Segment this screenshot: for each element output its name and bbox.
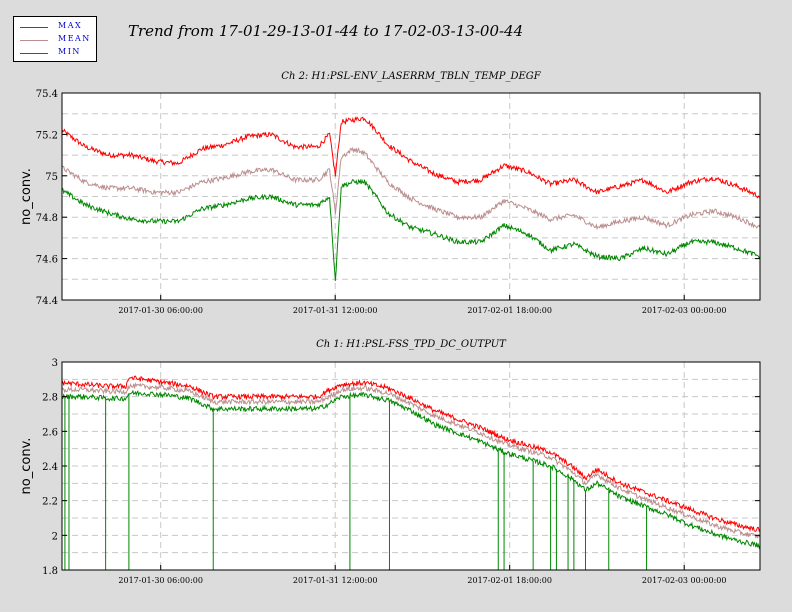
ch2-y-axis-label: no_conv.: [19, 438, 34, 495]
ch2-y-tick-label: 2.6: [42, 427, 58, 438]
ch2-y-tick-label: 2.2: [42, 497, 58, 508]
ch2-y-tick-label: 2.4: [42, 462, 58, 473]
ch1-y-tick-label: 75: [45, 172, 58, 183]
ch2-y-tick-label: 1.8: [42, 566, 58, 577]
ch2-x-tick-label: 2017-01-30 06:00:00: [118, 576, 203, 585]
ch2-x-tick-label: 2017-02-03 00:00:00: [642, 576, 727, 585]
ch1-y-tick-label: 74.6: [36, 255, 58, 266]
main-title: Trend from 17-01-29-13-01-44 to 17-02-03…: [128, 22, 524, 40]
ch2-chart-title: Ch 1: H1:PSL-FSS_TPD_DC_OUTPUT: [316, 339, 507, 350]
ch1-series-max: [61, 116, 761, 199]
legend: MAX MEAN MIN: [13, 16, 97, 62]
legend-label-mean: MEAN: [58, 34, 91, 43]
legend-label-max: MAX: [58, 21, 83, 30]
ch1-plot-frame: [61, 92, 761, 301]
ch1-series-mean: [61, 146, 761, 231]
legend-swatch-max: [20, 27, 48, 28]
ch1-series-min: [61, 178, 761, 281]
ch2-series-mean: [61, 381, 761, 539]
legend-label-min: MIN: [58, 47, 81, 56]
ch1-x-tick-label: 2017-02-01 18:00:00: [467, 306, 552, 315]
ch1-x-tick-label: 2017-02-03 00:00:00: [642, 306, 727, 315]
ch1-y-axis-label: no_conv.: [19, 168, 34, 225]
ch1-x-tick-label: 2017-01-31 12:00:00: [293, 306, 378, 315]
legend-entry-min: MIN: [14, 47, 96, 59]
legend-swatch-min: [20, 53, 48, 54]
ch2-x-tick-label: 2017-02-01 18:00:00: [467, 576, 552, 585]
ch2-y-tick-label: 3: [52, 358, 58, 369]
ch2-y-tick-label: 2.8: [42, 393, 58, 404]
ch2-series-max: [61, 375, 761, 533]
ch1-x-tick-label: 2017-01-30 06:00:00: [118, 306, 203, 315]
ch1-chart-title: Ch 2: H1:PSL-ENV_LASERRM_TBLN_TEMP_DEGF: [281, 71, 541, 82]
ch1-y-tick-label: 75.2: [36, 130, 58, 141]
ch2-x-tick-label: 2017-01-31 12:00:00: [293, 576, 378, 585]
legend-entry-mean: MEAN: [14, 34, 96, 46]
legend-entry-max: MAX: [14, 21, 96, 33]
ch2-series-min: [61, 389, 761, 550]
legend-swatch-mean: [20, 40, 48, 41]
ch1-y-tick-label: 75.4: [36, 89, 58, 100]
ch1-y-tick-label: 74.8: [36, 213, 58, 224]
ch2-y-tick-label: 2: [52, 531, 58, 542]
ch1-y-tick-label: 74.4: [36, 296, 58, 307]
